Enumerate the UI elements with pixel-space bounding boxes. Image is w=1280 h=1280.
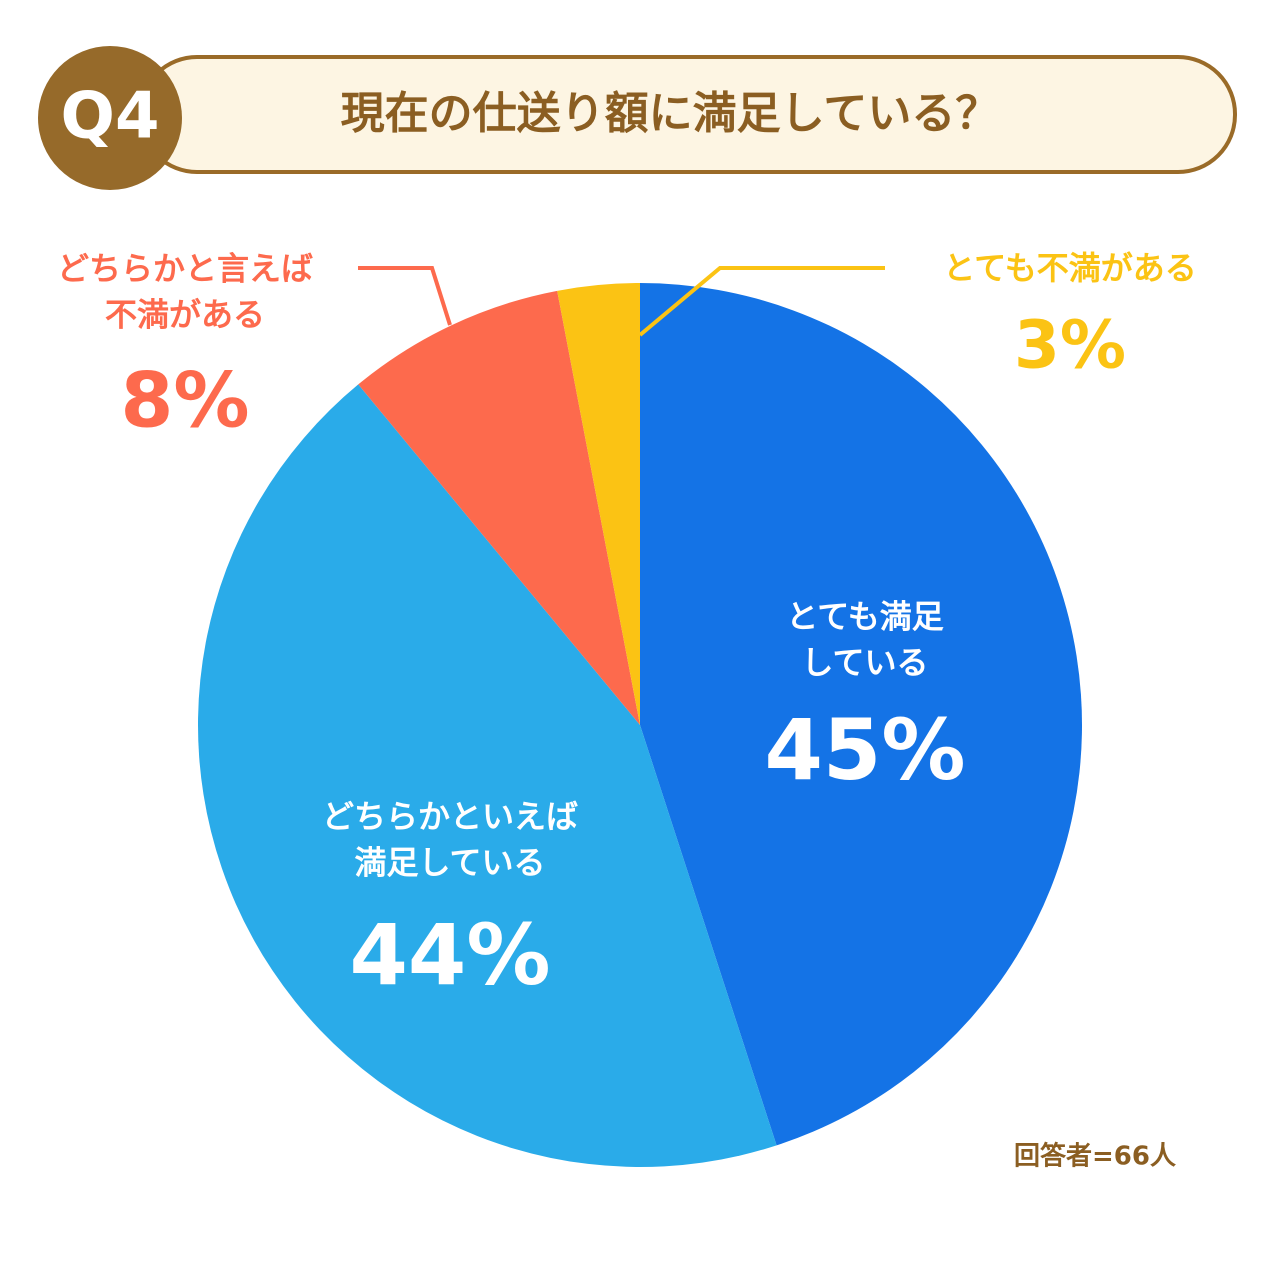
respondents-note: 回答者=66人 bbox=[1014, 1141, 1176, 1172]
slice-label: とても満足している bbox=[786, 597, 944, 682]
value-label: 3% bbox=[1013, 306, 1127, 384]
value-label: 8% bbox=[120, 355, 250, 445]
chart-title: 現在の仕送り額に満足している？ bbox=[341, 88, 1000, 139]
pie bbox=[197, 283, 1083, 1168]
slice-label: どちらかといえば満足している bbox=[321, 797, 578, 882]
pie-slice bbox=[557, 283, 640, 725]
slice-label: どちらかと言えば不満がある bbox=[56, 249, 313, 334]
pie-slice bbox=[358, 290, 640, 725]
badge-circle bbox=[38, 46, 182, 190]
pie-slice bbox=[640, 283, 1083, 1146]
value-label: 45% bbox=[764, 701, 966, 799]
badge: Q4 bbox=[61, 80, 160, 154]
leader-line bbox=[638, 266, 885, 337]
value-label: 44% bbox=[349, 906, 551, 1004]
leader-line bbox=[358, 266, 452, 326]
pie-slice bbox=[197, 384, 777, 1168]
slice-label: とても不満がある bbox=[943, 248, 1197, 287]
